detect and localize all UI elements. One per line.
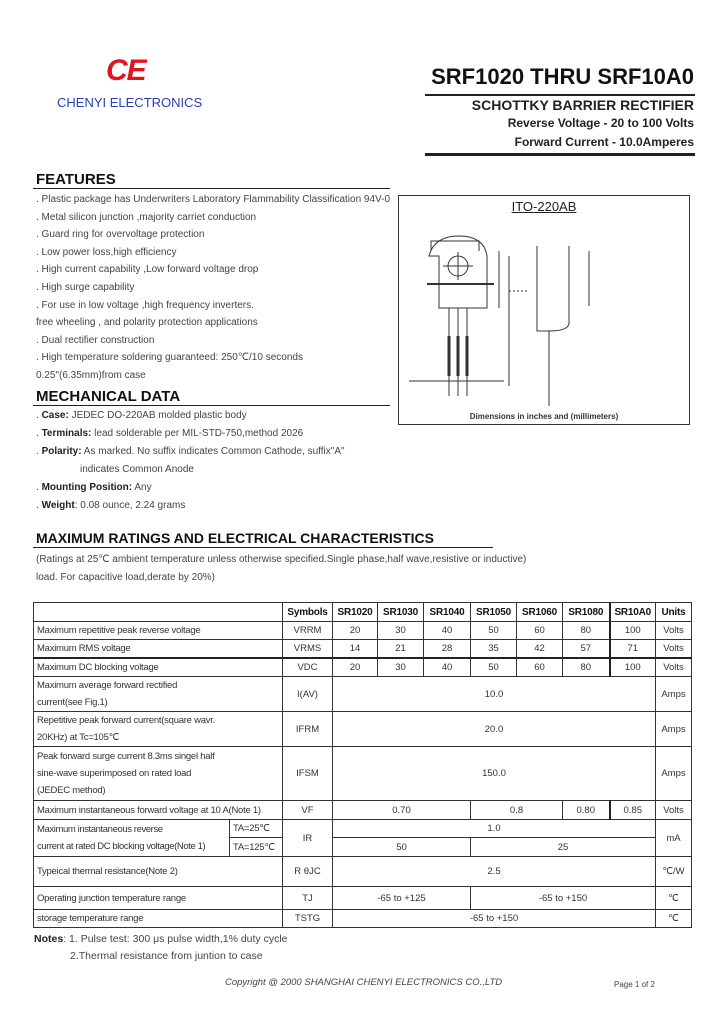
notes: Notes: 1. Pulse test: 300 μs pulse width… <box>33 931 691 965</box>
table-header: Symbols SR1020 SR1030 SR1040 SR1050 SR10… <box>33 602 692 622</box>
page-number: Page 1 of 2 <box>614 980 655 989</box>
table-row: Maximum instantaneous forward voltage at… <box>33 800 692 820</box>
col-symbols: Symbols <box>282 602 333 622</box>
feature-item: free wheeling , and polarity protection … <box>36 317 258 329</box>
reverse-voltage: Reverse Voltage - 20 to 100 Volts <box>507 116 694 130</box>
table-row: Repetitive peak forward current(square w… <box>33 711 692 747</box>
table-row: Maximum instantaneous reverse current at … <box>33 819 692 857</box>
note-2: 2.Thermal resistance from juntion to cas… <box>70 950 263 962</box>
feature-item: . Guard ring for overvoltage protection <box>36 229 205 241</box>
feature-item: . Plastic package has Underwriters Labor… <box>36 194 391 205</box>
page-title: SRF1020 THRU SRF10A0 <box>431 64 694 89</box>
feature-item: . High temperature soldering guaranteed:… <box>36 352 303 364</box>
package-drawing: ITO-220AB Dimensions in inches and (mill… <box>398 195 690 425</box>
mechanical-item: . Polarity: As marked. No suffix indicat… <box>36 446 345 457</box>
package-caption: Dimensions in inches and (millimeters) <box>469 412 619 421</box>
col-units: Units <box>655 602 692 622</box>
mechanical-heading: MECHANICAL DATA <box>36 388 181 405</box>
table-row: Typeical thermal resistance(Note 2) R θJ… <box>33 856 692 887</box>
col-sr1080: SR1080 <box>562 602 611 622</box>
col-sr1020: SR1020 <box>332 602 378 622</box>
col-sr10a0: SR10A0 <box>609 602 656 622</box>
ratings-note: (Ratings at 25℃ ambient temperature unle… <box>36 554 527 565</box>
feature-item: . High current capability ,Low forward v… <box>36 264 259 276</box>
table-row: Maximum RMS voltage VRMS 14 21 28 35 42 57 71 Vol… <box>33 639 692 659</box>
table-row: Operating junction temperature range TJ … <box>33 886 692 910</box>
table-row: Maximum average forward rectified current… <box>33 676 692 712</box>
feature-item: 0.25"(6.35mm)from case <box>36 370 146 381</box>
divider <box>425 153 695 156</box>
package-title: ITO-220AB <box>511 199 577 214</box>
forward-current: Forward Current - 10.0Amperes <box>514 135 694 149</box>
mechanical-item: indicates Common Anode <box>80 464 194 475</box>
company-name: CHENYI ELECTRONICS <box>57 95 203 110</box>
col-sr1030: SR1030 <box>377 602 424 622</box>
ratings-section: Symbols SR1020 SR1030 SR1040 SR1050 SR10… <box>33 602 692 965</box>
table-row: Maximum DC blocking voltage VDC 20 30 40 50 60… <box>33 657 692 677</box>
divider <box>425 94 695 96</box>
divider <box>33 405 390 406</box>
ratings-table: Symbols SR1020 SR1030 SR1040 SR1050 SR10… <box>33 602 692 928</box>
divider <box>33 547 493 548</box>
feature-item: . Low power loss,high efficiency <box>36 246 177 258</box>
ratings-heading: MAXIMUM RATINGS AND ELECTRICAL CHARACTER… <box>36 530 434 546</box>
divider <box>33 188 390 189</box>
subtitle: SCHOTTKY BARRIER RECTIFIER <box>471 97 694 113</box>
mechanical-item: . Weight: 0.08 ounce, 2.24 grams <box>36 500 186 511</box>
table-row: storage temperature range TSTG -65 to +1… <box>33 909 692 928</box>
copyright: Copyright @ 2000 SHANGHAI CHENYI ELECTRO… <box>225 977 503 988</box>
feature-item: . Metal silicon junction ,majority carri… <box>36 211 257 223</box>
table-row: Maximum repetitive peak reverse voltage V… <box>33 621 692 640</box>
logo-ce: CE <box>106 54 147 87</box>
col-sr1050: SR1050 <box>470 602 517 622</box>
mechanical-item: . Case: JEDEC DO-220AB molded plastic bo… <box>36 410 247 421</box>
col-sr1060: SR1060 <box>516 602 563 622</box>
feature-item: . Dual rectifier construction <box>36 334 155 346</box>
package-outline-icon <box>409 235 590 406</box>
mechanical-item: . Terminals: lead solderable per MIL-STD… <box>36 428 304 439</box>
mechanical-item: . Mounting Position: Any <box>36 482 152 493</box>
table-row: Peak forward surge current 8.3ms singel … <box>33 746 692 801</box>
note-1: Notes: 1. Pulse test: 300 μs pulse width… <box>34 933 288 945</box>
features-heading: FEATURES <box>36 171 116 188</box>
ratings-note: load. For capacitive load,derate by 20%) <box>36 572 215 583</box>
feature-item: . High surge capability <box>36 282 135 293</box>
col-sr1040: SR1040 <box>423 602 471 622</box>
feature-item: . For use in low voltage ,high frequency… <box>36 299 254 311</box>
